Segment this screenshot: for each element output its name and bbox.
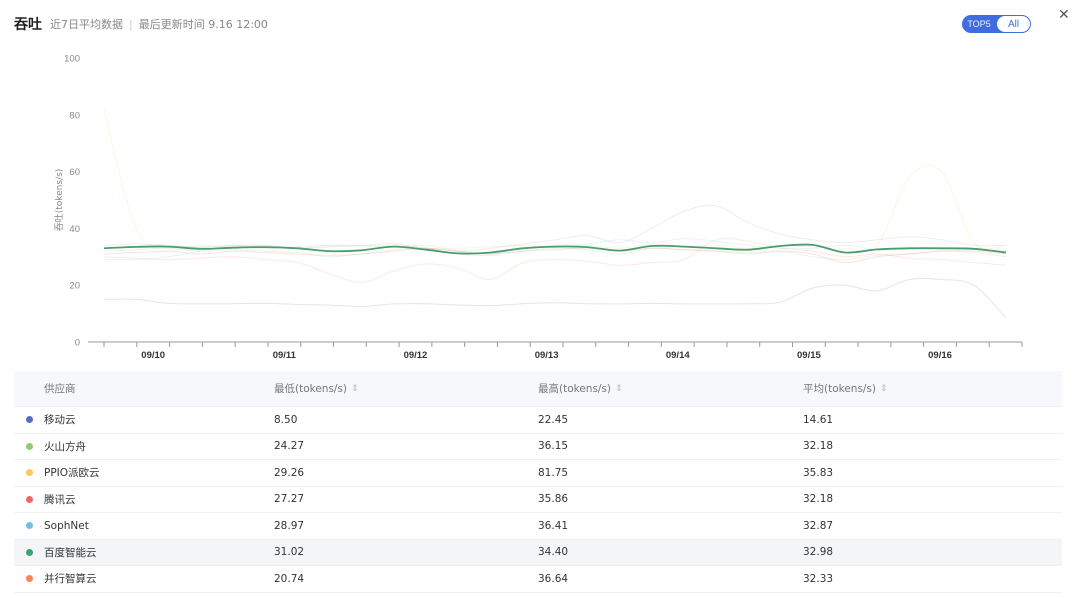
column-header-avg[interactable]: 平均(tokens/s) ⇕ <box>803 381 1062 396</box>
y-tick-label: 80 <box>69 110 80 121</box>
toggle-option-top5[interactable]: TOP5 <box>967 19 991 29</box>
min-cell: 31.02 <box>274 546 305 559</box>
y-tick-label: 0 <box>75 338 80 349</box>
provider-name: 火山方舟 <box>44 440 86 453</box>
provider-cell: PPIO派欧云 <box>14 465 274 480</box>
avg-cell: 32.18 <box>803 440 834 453</box>
column-label: 平均(tokens/s) <box>803 383 877 395</box>
x-tick-label: 09/15 <box>797 350 821 361</box>
series-color-dot <box>26 548 33 556</box>
series-line <box>103 247 1007 261</box>
table-body: 移动云 8.50 22.45 14.61 火山方舟 24.27 36.15 32.18 PPIO… <box>14 407 1062 593</box>
series-color-dot <box>26 522 33 530</box>
avg-cell: 32.18 <box>803 493 834 506</box>
table-row[interactable]: 百度智能云 31.02 34.40 32.98 <box>14 539 1062 566</box>
min-cell: 27.27 <box>274 493 305 506</box>
x-tick-label: 09/10 <box>141 350 165 361</box>
max-cell: 36.15 <box>538 440 569 453</box>
series-color-dot <box>26 416 33 424</box>
max-cell: 34.40 <box>538 546 569 559</box>
provider-name: 百度智能云 <box>44 546 97 559</box>
min-cell: 29.26 <box>274 466 305 479</box>
provider-name: 移动云 <box>44 414 76 427</box>
min-cell: 28.97 <box>274 519 305 532</box>
panel-title: 吞吐 <box>14 17 42 33</box>
max-cell: 22.45 <box>538 413 569 426</box>
series-color-dot <box>26 495 33 503</box>
table-row[interactable]: 腾讯云 27.27 35.86 32.18 <box>14 487 1062 513</box>
close-icon[interactable]: ✕ <box>1058 7 1070 23</box>
column-label: 最低(tokens/s) <box>274 383 348 395</box>
throughput-line-chart: 0 20 40 60 80 100 吞吐(tokens/s) 09/10 09/11 09/12 0… <box>54 54 1023 361</box>
avg-cell: 14.61 <box>803 413 834 426</box>
top5-all-toggle[interactable]: TOP5 All <box>962 15 1031 33</box>
column-label: 供应商 <box>44 383 76 395</box>
series-line-highlighted <box>103 243 1007 255</box>
table-row[interactable]: 移动云 8.50 22.45 14.61 <box>14 407 1062 434</box>
y-tick-label: 100 <box>64 54 80 65</box>
provider-table: 供应商 最低(tokens/s) ⇕ 最高(tokens/s) ⇕ 平均(tok… <box>14 371 1062 593</box>
series-line <box>103 277 1007 319</box>
avg-cell: 32.98 <box>803 546 834 559</box>
max-cell: 36.41 <box>538 519 569 532</box>
provider-cell: 百度智能云 <box>14 545 274 560</box>
series-line <box>103 204 1007 252</box>
x-tick-label: 09/11 <box>273 350 297 361</box>
avg-cell: 32.33 <box>803 572 834 585</box>
max-cell: 36.64 <box>538 572 569 585</box>
avg-cell: 32.87 <box>803 519 834 532</box>
column-header-provider: 供应商 <box>14 381 274 396</box>
provider-name: 腾讯云 <box>44 493 76 506</box>
table-row[interactable]: PPIO派欧云 29.26 81.75 35.83 <box>14 460 1062 487</box>
x-tick-label: 09/14 <box>666 350 690 361</box>
max-cell: 81.75 <box>538 466 569 479</box>
toggle-option-all[interactable]: All <box>997 16 1030 32</box>
provider-name: PPIO派欧云 <box>44 467 100 480</box>
sort-icon[interactable]: ⇕ <box>880 383 888 394</box>
provider-cell: 腾讯云 <box>14 492 274 507</box>
y-axis-label: 吞吐(tokens/s) <box>54 169 65 232</box>
sort-icon[interactable]: ⇕ <box>351 383 359 394</box>
series-color-dot <box>26 575 33 583</box>
provider-cell: SophNet <box>14 520 274 532</box>
x-tick-label: 09/12 <box>404 350 428 361</box>
panel-header: 吞吐 近7日平均数据 | 最后更新时间 9.16 12:00 <box>14 14 268 34</box>
series-line <box>103 238 1007 283</box>
x-tick-label: 09/16 <box>928 350 952 361</box>
x-tick-label: 09/13 <box>535 350 559 361</box>
series-color-dot <box>26 442 33 450</box>
provider-name: 并行智算云 <box>44 573 97 586</box>
table-row[interactable]: 火山方舟 24.27 36.15 32.18 <box>14 434 1062 460</box>
min-cell: 8.50 <box>274 413 298 426</box>
series-line <box>103 109 1007 252</box>
min-cell: 24.27 <box>274 440 305 453</box>
column-header-min[interactable]: 最低(tokens/s) ⇕ <box>274 381 538 396</box>
y-tick-label: 40 <box>69 224 80 235</box>
provider-cell: 并行智算云 <box>14 571 274 586</box>
min-cell: 20.74 <box>274 572 305 585</box>
provider-cell: 火山方舟 <box>14 439 274 454</box>
series-color-dot <box>26 469 33 477</box>
provider-cell: 移动云 <box>14 412 274 427</box>
series-line <box>103 247 1007 264</box>
table-row[interactable]: 并行智算云 20.74 36.64 32.33 <box>14 566 1062 593</box>
y-tick-label: 60 <box>69 167 80 178</box>
table-header: 供应商 最低(tokens/s) ⇕ 最高(tokens/s) ⇕ 平均(tok… <box>14 371 1062 407</box>
last-updated-text: 最后更新时间 9.16 12:00 <box>138 18 268 31</box>
panel-subtitle: 近7日平均数据 <box>50 18 123 31</box>
avg-cell: 35.83 <box>803 466 834 479</box>
provider-name: SophNet <box>44 519 89 532</box>
column-header-max[interactable]: 最高(tokens/s) ⇕ <box>538 381 803 396</box>
header-separator: | <box>129 17 133 31</box>
table-row[interactable]: SophNet 28.97 36.41 32.87 <box>14 513 1062 540</box>
max-cell: 35.86 <box>538 493 569 506</box>
sort-icon[interactable]: ⇕ <box>615 383 623 394</box>
y-tick-label: 20 <box>69 281 80 292</box>
column-label: 最高(tokens/s) <box>538 383 612 395</box>
